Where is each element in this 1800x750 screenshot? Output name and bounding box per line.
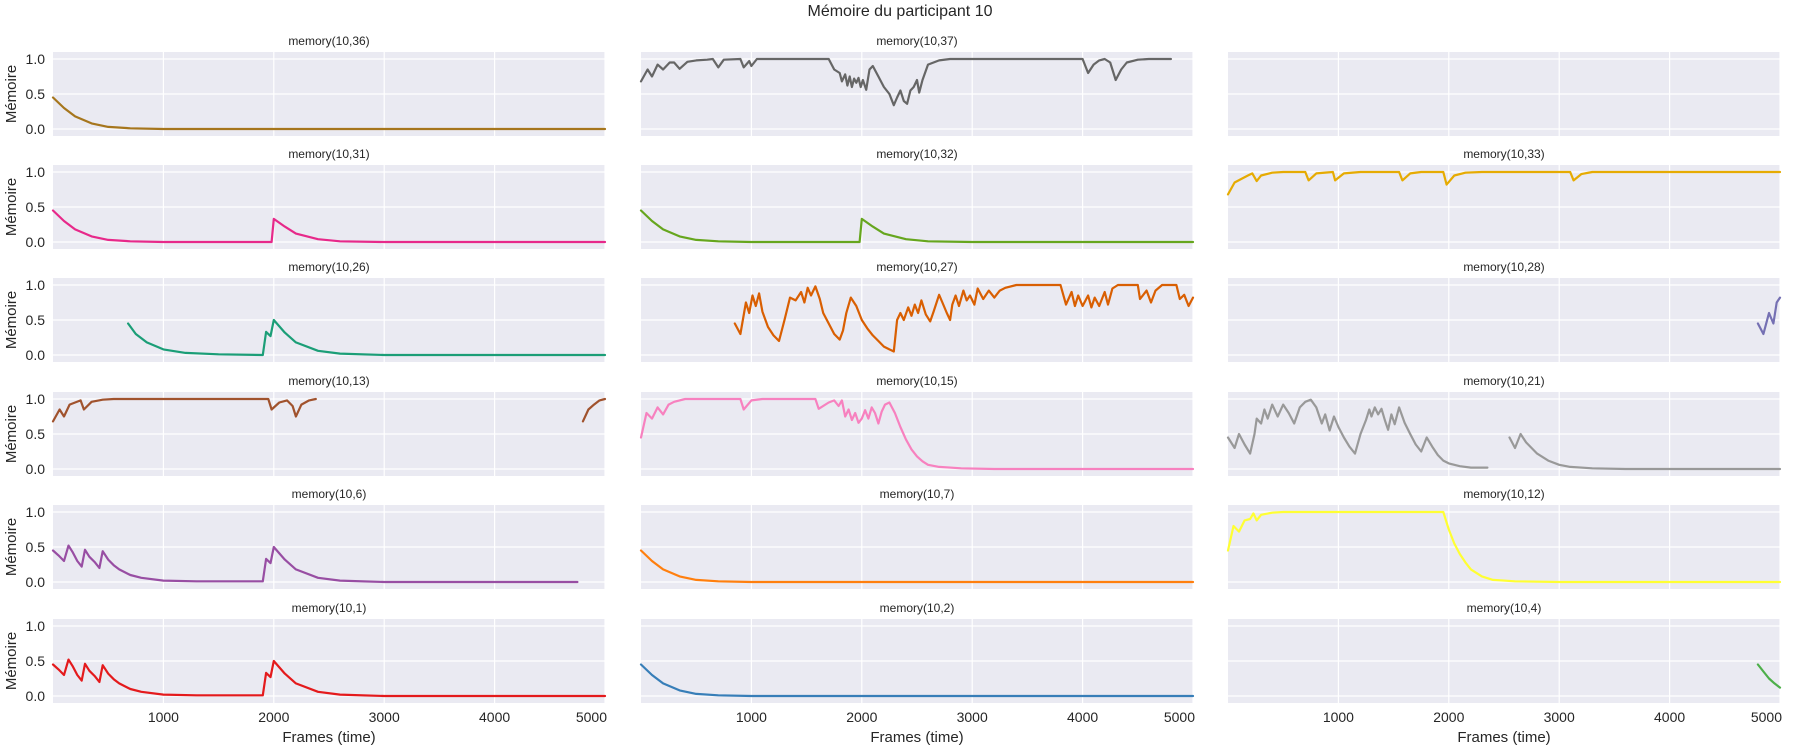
panel-3 [1228,52,1781,136]
y-tick-label: 1.0 [26,504,46,520]
series-line [51,96,607,131]
panel-18: memory(10,4) 1000 2000 3000 4000 5000 Frames (… [1228,601,1782,746]
y-tick-label: 0.5 [26,539,46,555]
x-tick-label: 4000 [479,709,510,725]
panel-title: memory(10,31) [288,147,369,161]
panel-grid: memory(10,36)0.00.51.0Mémoirememory(10,3… [3,34,1782,746]
y-tick-label: 0.0 [26,234,46,250]
x-tick-label: 3000 [369,709,400,725]
y-axis-label: Mémoire [3,518,20,576]
panel-title: memory(10,27) [876,260,957,274]
series-line [1226,170,1782,196]
y-tick-label: 0.5 [26,653,46,669]
panel-title: memory(10,4) [1467,601,1542,615]
series-line [639,57,1172,107]
panel-16: memory(10,1) 0.0 0.5 1.0 Mémoire 1000 2000 3000… [3,601,607,746]
x-axis-label: Frames (time) [870,729,963,746]
x-tick-label: 5000 [576,709,607,725]
panel-10: memory(10,13) 0.0 0.5 1.0 Mémoire [3,374,607,477]
panel-15: memory(10,12) [1226,487,1782,589]
panel-title: memory(10,26) [288,260,369,274]
x-axis-label: Frames (time) [282,729,375,746]
panel-title: memory(10,21) [1463,374,1544,388]
panel-11: memory(10,15) [639,374,1195,476]
series-line [639,209,1195,244]
y-tick-label: 0.0 [26,347,46,363]
x-tick-label: 2000 [258,709,289,725]
y-axis-label: Mémoire [3,632,20,690]
y-tick-label: 1.0 [26,277,46,293]
panel-14: memory(10,7) [639,487,1195,589]
x-tick-label: 4000 [1067,709,1098,725]
series-line [1508,432,1782,471]
panel-title: memory(10,28) [1463,260,1544,274]
series-line [1226,510,1782,584]
y-tick-label: 0.0 [26,461,46,477]
panel-title: memory(10,6) [292,487,367,501]
y-tick-label: 0.0 [26,688,46,704]
panel-6: memory(10,33) [1226,147,1782,249]
panel-title: memory(10,7) [880,487,955,501]
y-tick-label: 1.0 [26,391,46,407]
x-tick-label: 4000 [1654,709,1685,725]
panel-title: memory(10,12) [1463,487,1544,501]
x-tick-label: 1000 [148,709,179,725]
y-axis-label: Mémoire [3,291,20,349]
y-tick-label: 0.5 [26,199,46,215]
y-tick-label: 1.0 [26,164,46,180]
y-tick-label: 0.0 [26,121,46,137]
y-tick-label: 0.0 [26,574,46,590]
series-line [639,549,1195,584]
x-tick-label: 3000 [1544,709,1575,725]
series-line [127,318,607,357]
y-tick-label: 0.5 [26,86,46,102]
panel-5: memory(10,32) [639,147,1195,249]
y-axis-label: Mémoire [3,65,20,123]
panel-title: memory(10,1) [292,601,367,615]
series-line [51,209,607,244]
panel-9: memory(10,28) [1228,260,1782,362]
y-axis-label: Mémoire [3,405,20,463]
x-tick-label: 1000 [1323,709,1354,725]
series-line [639,397,1195,471]
panel-8: memory(10,27) [641,260,1195,362]
y-tick-label: 0.5 [26,426,46,442]
y-tick-label: 1.0 [26,51,46,67]
panel-title: memory(10,15) [876,374,957,388]
series-line [1756,663,1782,689]
panel-title: memory(10,33) [1463,147,1544,161]
series-line [1756,296,1782,336]
x-axis-label: Frames (time) [1457,729,1550,746]
panel-1: memory(10,36) 0.0 0.5 1.0 Mémoire [3,34,607,137]
panel-7: memory(10,26) 0.0 0.5 1.0 Mémoire [3,260,607,363]
panel-13: memory(10,6) 0.0 0.5 1.0 Mémoire [3,487,606,590]
y-tick-label: 0.5 [26,312,46,328]
series-line [51,544,579,584]
x-tick-label: 2000 [846,709,877,725]
series-line [1226,398,1489,469]
y-tick-label: 1.0 [26,618,46,634]
x-tick-label: 1000 [736,709,767,725]
panel-title: memory(10,2) [880,601,955,615]
x-tick-label: 5000 [1751,709,1782,725]
series-line [733,283,1195,353]
panel-title: memory(10,13) [288,374,369,388]
chart-title: Mémoire du participant 10 [808,3,993,20]
panel-4: memory(10,31) 0.0 0.5 1.0 Mémoire [3,147,607,250]
x-tick-label: 3000 [957,709,988,725]
series-line [51,658,607,698]
y-axis-label: Mémoire [3,178,20,236]
panel-2: memory(10,37) [639,34,1194,136]
panel-title: memory(10,32) [876,147,957,161]
x-tick-label: 2000 [1433,709,1464,725]
panel-17: memory(10,2) 1000 2000 3000 4000 5000 Frames (… [639,601,1195,746]
series-line [51,397,317,423]
panel-12: memory(10,21) [1226,374,1782,476]
series-line [639,663,1195,698]
series-line [581,397,607,423]
panel-title: memory(10,37) [876,34,957,48]
panel-title: memory(10,36) [288,34,369,48]
x-tick-label: 5000 [1164,709,1195,725]
